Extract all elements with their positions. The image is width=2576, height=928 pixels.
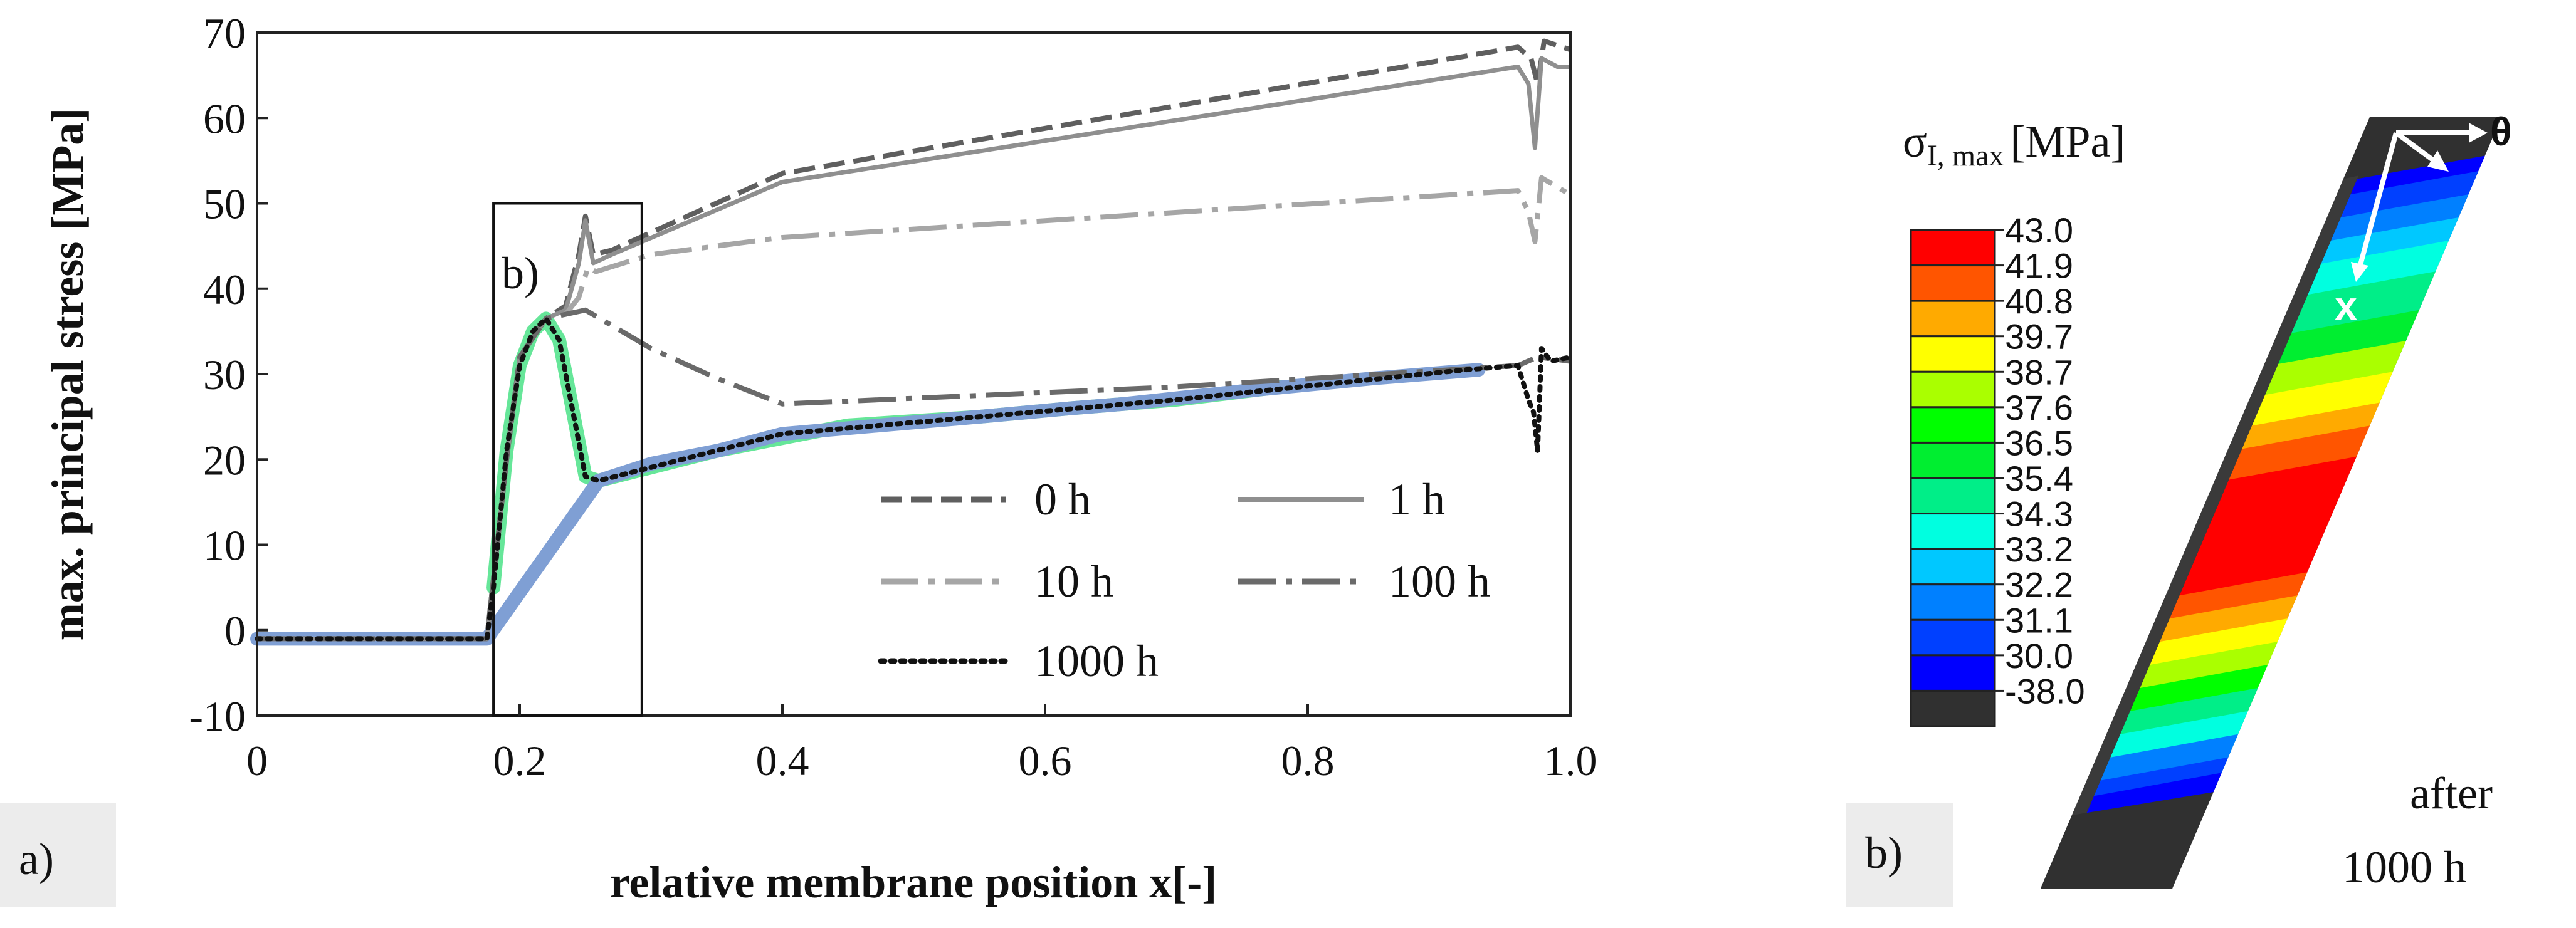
panel-a-label-bg bbox=[0, 803, 116, 907]
colorbar-title-unit: [MPa] bbox=[2010, 117, 2125, 167]
colorbar-label: 38.7 bbox=[2005, 352, 2073, 392]
panel-a-label: a) bbox=[19, 834, 54, 884]
r-axis-arrow bbox=[2394, 130, 2441, 167]
colorbar-segment bbox=[1910, 654, 1996, 692]
inset-label: b) bbox=[502, 248, 539, 298]
colorbar-label: 34.3 bbox=[2005, 494, 2073, 534]
colorbar-segment bbox=[1910, 477, 1996, 515]
colorbar-label: 43.0 bbox=[2005, 211, 2073, 250]
colorbar-label: 33.2 bbox=[2005, 529, 2073, 569]
colorbar-label: 32.2 bbox=[2005, 565, 2073, 605]
colorbar-segment bbox=[1910, 618, 1996, 657]
r-arrowhead bbox=[2427, 150, 2449, 172]
panel-b-contour: σI, max [MPa] 43.041.940.839.738.737.636.… bbox=[1846, 109, 2512, 907]
caption-duration: 1000 h bbox=[2342, 842, 2466, 892]
legend-label: 10 h bbox=[1034, 556, 1113, 607]
contour-band bbox=[2173, 456, 2357, 611]
legend: 0 h 1 h 10 h 100 h 1000 h bbox=[878, 474, 1490, 686]
theta-arrowhead bbox=[2469, 123, 2488, 143]
x-tick-label: 1.0 bbox=[1544, 737, 1597, 785]
y-tick-label: 40 bbox=[203, 266, 246, 313]
colorbar-segment bbox=[1910, 300, 1996, 338]
legend-label: 100 h bbox=[1389, 556, 1490, 607]
colorbar-segment bbox=[1910, 689, 1996, 727]
x-axis-label: relative membrane position x[-] bbox=[610, 857, 1217, 907]
colorbar-title: σI, max [MPa] bbox=[1903, 117, 2125, 172]
colorbar-segment bbox=[1910, 370, 1996, 409]
y-tick-label: 50 bbox=[203, 180, 246, 228]
membrane-rim bbox=[2041, 117, 2384, 889]
x-tick-label: 0 bbox=[246, 737, 268, 785]
colorbar-label: -38.0 bbox=[2005, 671, 2085, 711]
y-tick-label: 30 bbox=[203, 351, 246, 399]
colorbar-segment bbox=[1910, 513, 1996, 550]
x-tick-label: 0.4 bbox=[756, 737, 809, 785]
x-axis-arrow bbox=[2357, 132, 2399, 271]
x-tick-label: 0.2 bbox=[493, 737, 547, 785]
inset-box bbox=[492, 202, 643, 717]
series-lines bbox=[255, 38, 1573, 642]
y-tick-label: 70 bbox=[203, 9, 246, 57]
membrane-bottom-cap bbox=[2041, 792, 2214, 889]
legend-label: 0 h bbox=[1034, 474, 1091, 524]
colorbar-label: 36.5 bbox=[2005, 423, 2073, 462]
membrane-contour-plot bbox=[2041, 117, 2501, 889]
colorbar-label: 39.7 bbox=[2005, 317, 2073, 357]
panel-b-label-bg bbox=[1846, 803, 1953, 907]
x-tick-label: 0.6 bbox=[1019, 737, 1072, 785]
colorbar-title-sigma: σ bbox=[1903, 117, 1927, 167]
y-axis-label: max. principal stress [MPa] bbox=[43, 108, 93, 641]
highlight-bands bbox=[250, 311, 1486, 646]
colorbar-segment bbox=[1910, 229, 1996, 267]
coordinate-axes: θ r x bbox=[2335, 109, 2511, 328]
series-line-10h bbox=[257, 175, 1572, 642]
colorbar-label: 41.9 bbox=[2005, 246, 2073, 286]
colorbar-segment bbox=[1910, 548, 1996, 586]
y-tick-label: 60 bbox=[203, 95, 246, 142]
panel-b-label: b) bbox=[1865, 828, 1903, 878]
y-tick-label: 20 bbox=[203, 436, 246, 484]
legend-label: 1 h bbox=[1389, 474, 1445, 524]
x-tick-label: 0.8 bbox=[1281, 737, 1335, 785]
colorbar-label: 40.8 bbox=[2005, 281, 2073, 321]
series-line-100h bbox=[257, 307, 1571, 642]
y-tick-label: 0 bbox=[224, 607, 246, 655]
x-ticks: 0 0.2 0.4 0.6 0.8 1.0 bbox=[246, 704, 1597, 785]
series-line-0h bbox=[257, 38, 1572, 642]
x-label: x bbox=[2335, 283, 2357, 328]
legend-label: 1000 h bbox=[1034, 636, 1159, 686]
highlight-band-1 bbox=[250, 363, 1486, 646]
y-tick-label: -10 bbox=[189, 692, 246, 740]
theta-label: θ bbox=[2490, 109, 2512, 154]
x-arrowhead bbox=[2351, 262, 2368, 282]
colorbar-label: 30.0 bbox=[2005, 636, 2073, 675]
r-label: r bbox=[2480, 157, 2495, 199]
series-line-1h bbox=[257, 56, 1570, 641]
colorbar-title-subscript: I, max bbox=[1927, 139, 2004, 172]
colorbar-segment bbox=[1910, 335, 1996, 373]
y-tick-label: 10 bbox=[203, 522, 246, 570]
series-line-1000h bbox=[255, 316, 1573, 642]
colorbar-label: 31.1 bbox=[2005, 600, 2073, 640]
colorbar-segment bbox=[1910, 583, 1996, 621]
colorbar-segment bbox=[1910, 406, 1996, 444]
colorbar-segment bbox=[1910, 441, 1996, 479]
colorbar: 43.041.940.839.738.737.636.535.434.333.2… bbox=[1910, 211, 2085, 727]
contour-band bbox=[2085, 773, 2222, 816]
highlight-band-0 bbox=[486, 311, 1289, 595]
colorbar-label: 35.4 bbox=[2005, 459, 2073, 498]
colorbar-segment bbox=[1910, 264, 1996, 302]
caption-after: after bbox=[2410, 768, 2493, 818]
y-ticks: -10 0 10 20 30 40 50 60 70 bbox=[189, 9, 268, 740]
colorbar-label: 37.6 bbox=[2005, 388, 2073, 427]
